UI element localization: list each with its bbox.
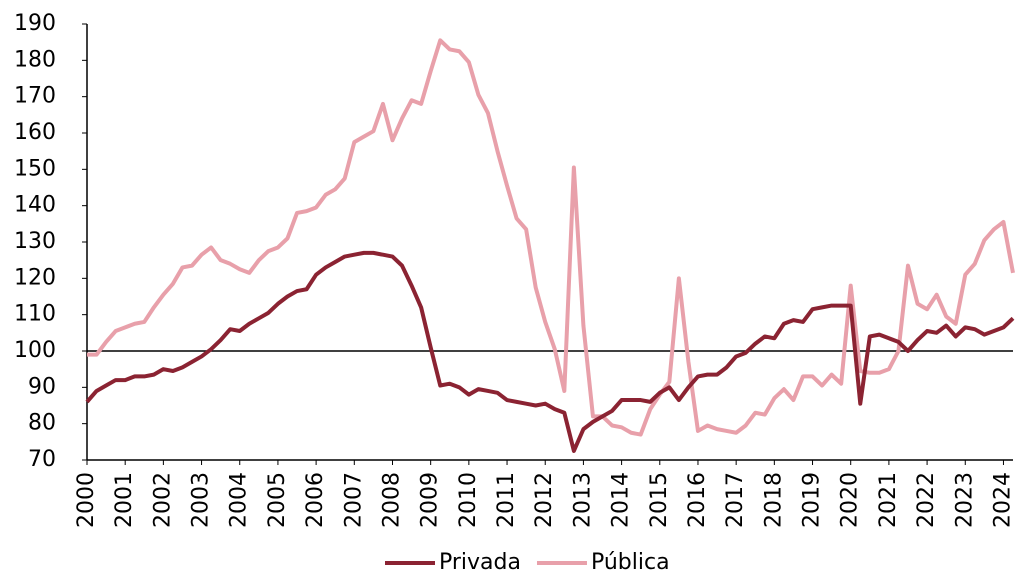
y-tick-label: 120 xyxy=(14,265,56,290)
x-tick-label: 2013 xyxy=(570,472,595,528)
y-tick-label: 130 xyxy=(14,229,56,254)
y-tick-label: 150 xyxy=(14,156,56,181)
x-tick-label: 2018 xyxy=(761,472,786,528)
x-tick-label: 2014 xyxy=(609,472,634,528)
x-tick-label: 2003 xyxy=(189,472,214,528)
legend-label: Privada xyxy=(439,550,521,575)
y-tick-label: 170 xyxy=(14,84,56,109)
y-tick-label: 140 xyxy=(14,193,56,218)
x-tick-label: 2004 xyxy=(227,472,252,528)
x-tick-label: 2001 xyxy=(112,472,137,528)
x-tick-label: 2006 xyxy=(303,472,328,528)
x-tick-label: 2011 xyxy=(494,472,519,528)
x-tick-label: 2023 xyxy=(952,472,977,528)
x-tick-label: 2000 xyxy=(74,472,99,528)
y-tick-label: 180 xyxy=(14,47,56,72)
line-series xyxy=(87,38,1015,437)
x-tick-label: 2019 xyxy=(800,472,825,528)
x-tick-label: 2015 xyxy=(647,472,672,528)
line-series xyxy=(85,250,1015,453)
y-tick-label: 160 xyxy=(14,120,56,145)
x-tick-label: 2021 xyxy=(876,472,901,528)
y-tick-label: 70 xyxy=(28,447,56,472)
y-tick-label: 90 xyxy=(28,374,56,399)
x-tick-label: 2024 xyxy=(990,472,1015,528)
x-tick-label: 2009 xyxy=(418,472,443,528)
x-tick-label: 2002 xyxy=(150,472,175,528)
y-tick-label: 110 xyxy=(14,302,56,327)
x-tick-label: 2020 xyxy=(838,472,863,528)
x-tick-label: 2005 xyxy=(265,472,290,528)
y-tick-label: 190 xyxy=(14,11,56,36)
y-tick-label: 80 xyxy=(28,411,56,436)
legend-label: Pública xyxy=(591,550,670,575)
y-tick-label: 100 xyxy=(14,338,56,363)
x-tick-label: 2008 xyxy=(379,472,404,528)
x-tick-label: 2010 xyxy=(456,472,481,528)
x-tick-label: 2017 xyxy=(723,472,748,528)
x-tick-label: 2012 xyxy=(532,472,557,528)
x-tick-label: 2007 xyxy=(341,472,366,528)
x-tick-label: 2022 xyxy=(914,472,939,528)
x-tick-label: 2016 xyxy=(685,472,710,528)
